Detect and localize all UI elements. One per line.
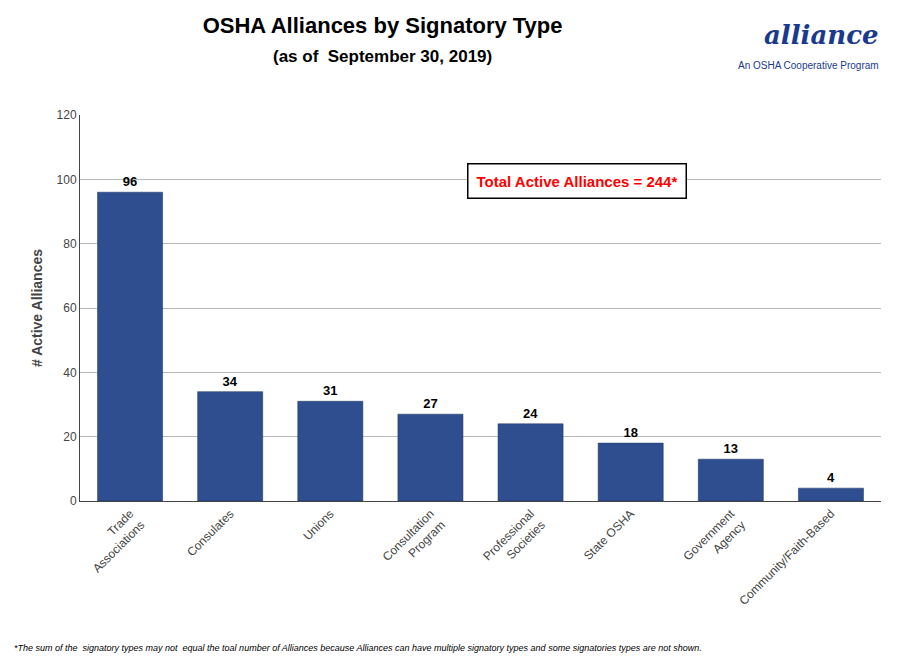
svg-text:40: 40 [63, 366, 77, 380]
svg-text:24: 24 [523, 406, 538, 421]
svg-text:An OSHA Cooperative Program: An OSHA Cooperative Program [738, 60, 879, 71]
svg-text:Community/Faith-Based: Community/Faith-Based [736, 507, 837, 608]
svg-text:GovernmentAgency: GovernmentAgency [681, 506, 749, 574]
svg-text:31: 31 [323, 383, 337, 398]
svg-text:State OSHA: State OSHA [581, 507, 637, 563]
svg-text:*The sum of the signatory typ: *The sum of the signatory types may not … [14, 643, 702, 653]
svg-text:100: 100 [57, 173, 77, 187]
svg-text:27: 27 [423, 396, 437, 411]
svg-text:18: 18 [623, 425, 637, 440]
svg-text:# Active Alliances: # Active Alliances [29, 249, 45, 367]
svg-text:20: 20 [63, 430, 77, 444]
svg-text:96: 96 [123, 174, 137, 189]
svg-text:34: 34 [223, 374, 238, 389]
svg-text:80: 80 [63, 237, 77, 251]
svg-text:OSHA Alliances by Signatory Ty: OSHA Alliances by Signatory Type(as of S… [203, 13, 563, 66]
svg-text:Unions: Unions [300, 507, 336, 543]
svg-text:alliance: alliance [764, 20, 879, 50]
svg-text:TradeAssociations: TradeAssociations [79, 507, 148, 576]
svg-text:60: 60 [63, 301, 77, 315]
svg-text:4: 4 [827, 470, 835, 485]
svg-text:ConsultationProgram: ConsultationProgram [380, 507, 448, 575]
svg-text:0: 0 [70, 494, 77, 508]
svg-text:Total Active Alliances = 244*: Total Active Alliances = 244* [477, 173, 678, 190]
svg-text:Consulates: Consulates [184, 507, 236, 559]
svg-text:120: 120 [57, 108, 77, 122]
svg-text:13: 13 [724, 441, 738, 456]
svg-text:ProfessionalSocieties: ProfessionalSocieties [480, 507, 548, 575]
